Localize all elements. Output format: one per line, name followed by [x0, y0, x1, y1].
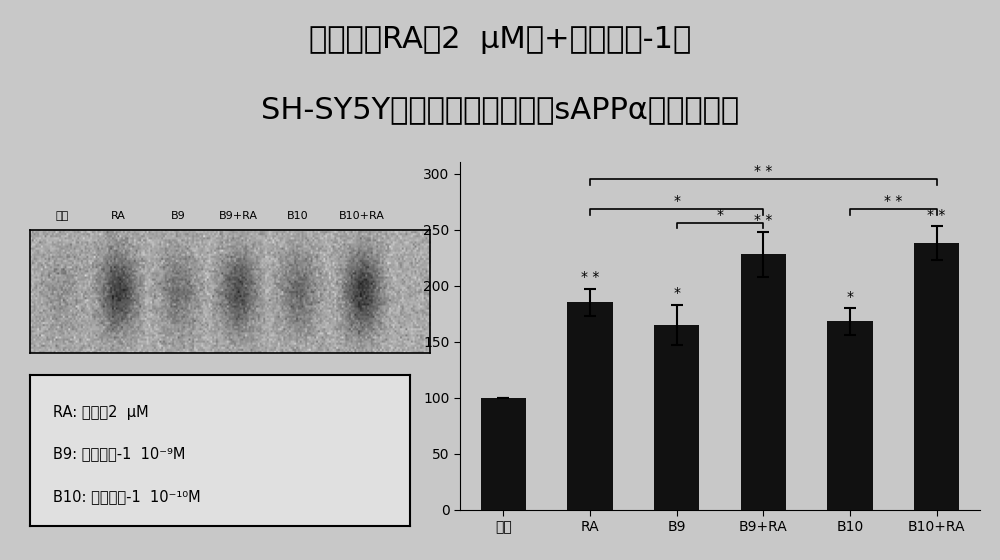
Text: B10: 苔藓抑素-1  10⁻¹⁰M: B10: 苔藓抑素-1 10⁻¹⁰M [53, 489, 200, 503]
Text: *: * [673, 194, 680, 208]
Text: B9+RA: B9+RA [219, 211, 258, 221]
Text: *: * [673, 286, 680, 300]
Text: *: * [716, 208, 724, 222]
Bar [567, 302, 613, 510]
Text: 视黄酸（RA，2  μM）+苔藓抑素-1对: 视黄酸（RA，2 μM）+苔藓抑素-1对 [309, 25, 691, 54]
Text: RA: 视黄酸2  μM: RA: 视黄酸2 μM [53, 405, 148, 421]
Text: RA: RA [111, 211, 125, 221]
Text: * *: * * [884, 194, 903, 208]
Text: B9: B9 [171, 211, 185, 221]
Text: * *: * * [581, 270, 599, 284]
Text: * *: * * [754, 213, 773, 227]
Text: B9: 苔藓抑素-1  10⁻⁹M: B9: 苔藓抑素-1 10⁻⁹M [53, 446, 185, 461]
Text: * *: * * [754, 164, 773, 178]
Text: *: * [846, 290, 854, 304]
Text: 对照: 对照 [55, 211, 69, 221]
Bar [481, 398, 526, 510]
Text: B10: B10 [287, 211, 309, 221]
Bar [914, 243, 959, 510]
Bar [654, 325, 699, 510]
Bar [741, 254, 786, 510]
Text: B10+RA: B10+RA [339, 211, 385, 221]
Text: SH-SY5Y成神经细胞瘤细胞中sAPPα释放的影响: SH-SY5Y成神经细胞瘤细胞中sAPPα释放的影响 [261, 95, 739, 124]
Text: * *: * * [927, 208, 946, 222]
Bar [827, 321, 873, 510]
